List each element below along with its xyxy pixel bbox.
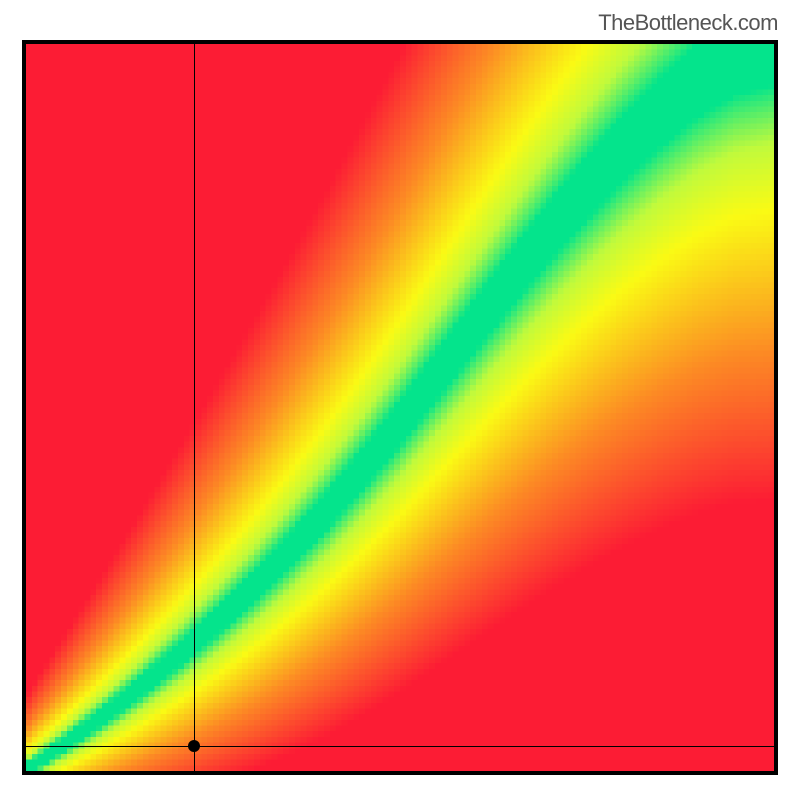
attribution-text: TheBottleneck.com: [598, 10, 778, 36]
crosshair-marker: [188, 740, 200, 752]
crosshair-hline: [26, 746, 774, 747]
heatmap-canvas: [26, 44, 774, 771]
plot-frame: [22, 40, 778, 775]
crosshair-vline: [194, 44, 195, 771]
chart-container: TheBottleneck.com: [0, 0, 800, 800]
